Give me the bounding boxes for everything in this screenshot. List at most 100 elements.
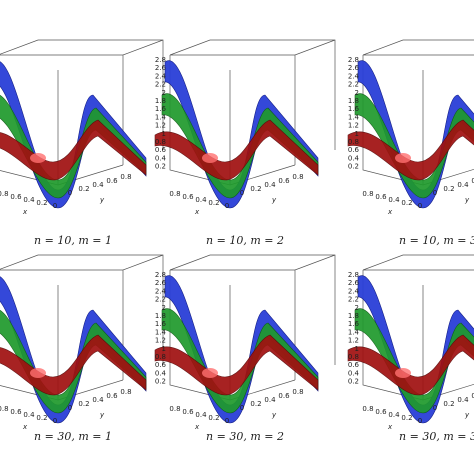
z-tick-label: 0.4 — [348, 369, 360, 377]
highlight — [30, 368, 46, 378]
y-tick-label: 0.4 — [457, 181, 469, 189]
y-axis-label: y — [271, 411, 277, 419]
x-axis-label: x — [387, 423, 393, 431]
panel-caption: n = 30, m = 2 — [206, 430, 284, 443]
x-tick-label: 0.4 — [23, 411, 35, 419]
y-axis-label: y — [99, 411, 105, 419]
highlight — [395, 368, 411, 378]
z-tick-label: 0.8 — [348, 353, 359, 361]
panel-caption: n = 10, m = 1 — [34, 234, 112, 247]
z-tick-label: 1.8 — [155, 312, 166, 320]
z-tick-label: 2.6 — [348, 64, 360, 72]
z-tick-label: 2.4 — [348, 287, 360, 295]
z-tick-label: 1.8 — [348, 97, 359, 105]
panel-caption: n = 30, m = 1 — [34, 430, 112, 443]
z-tick-label: 1.6 — [348, 105, 360, 113]
z-tick-label: 1.6 — [348, 320, 360, 328]
x-tick-label: 0.8 — [169, 405, 180, 413]
z-tick-label: 2.8 — [348, 56, 359, 64]
y-tick-label: 0.2 — [78, 185, 89, 193]
z-tick-label: 1 — [162, 130, 166, 138]
z-tick-label: 2.6 — [155, 279, 167, 287]
z-tick-label: 2.4 — [155, 72, 167, 80]
z-tick-label: 1.2 — [155, 122, 166, 130]
z-tick-label: 0.2 — [348, 163, 359, 171]
x-tick-label: 0.6 — [182, 408, 194, 416]
z-tick-label: 2.2 — [155, 81, 166, 89]
y-tick-label: 0.6 — [278, 392, 290, 400]
y-axis-label: y — [99, 196, 105, 204]
x-axis-label: x — [387, 208, 393, 216]
z-tick-label: 0.6 — [348, 361, 360, 369]
x-tick-label: 0.2 — [401, 414, 412, 422]
z-tick-label: 2.4 — [155, 287, 167, 295]
y-tick-label: 0 — [240, 404, 244, 412]
y-tick-label: 0.2 — [250, 400, 261, 408]
y-tick-label: 0.4 — [92, 181, 104, 189]
panel: 2.82.62.42.221.81.61.41.210.80.60.40.20.… — [347, 39, 474, 216]
x-tick-label: 0.8 — [362, 405, 373, 413]
y-tick-label: 0.2 — [443, 185, 454, 193]
z-tick-label: 0.4 — [155, 369, 167, 377]
z-tick-label: 0.8 — [155, 353, 166, 361]
plot-box — [169, 39, 336, 186]
x-tick-label: 0 — [225, 202, 229, 210]
z-tick-label: 0.6 — [155, 146, 167, 154]
z-tick-label: 2 — [162, 89, 166, 97]
z-tick-label: 0.6 — [155, 361, 167, 369]
x-tick-label: 0.4 — [195, 196, 207, 204]
x-axis-label: x — [194, 208, 200, 216]
x-axis-label: x — [22, 423, 28, 431]
y-tick-label: 0.2 — [250, 185, 261, 193]
y-axis-label: y — [271, 196, 277, 204]
panel-caption: n = 10, m = 2 — [206, 234, 284, 247]
highlight — [395, 153, 411, 163]
x-tick-label: 0.2 — [208, 414, 219, 422]
z-tick-label: 1.8 — [155, 97, 166, 105]
panel: 2.82.62.42.221.81.61.41.210.80.60.40.20.… — [347, 254, 474, 431]
z-tick-label: 0.4 — [155, 154, 167, 162]
x-tick-label: 0.4 — [388, 411, 400, 419]
z-tick-label: 1.4 — [348, 113, 360, 121]
y-tick-label: 0.6 — [471, 392, 474, 400]
z-tick-label: 2 — [355, 89, 359, 97]
x-tick-label: 0.2 — [208, 199, 219, 207]
y-tick-label: 0.2 — [78, 400, 89, 408]
z-tick-label: 2.2 — [155, 296, 166, 304]
y-tick-label: 0 — [433, 189, 437, 197]
highlight — [202, 153, 218, 163]
z-tick-label: 2.4 — [348, 72, 360, 80]
x-tick-label: 0.6 — [182, 193, 194, 201]
z-tick-label: 1.2 — [348, 337, 359, 345]
z-tick-label: 2 — [355, 304, 359, 312]
y-tick-label: 0.4 — [264, 181, 276, 189]
y-tick-label: 0.8 — [120, 173, 131, 181]
y-tick-label: 0.6 — [106, 392, 118, 400]
z-tick-label: 0.2 — [155, 378, 166, 386]
plot-box — [362, 254, 474, 401]
y-tick-label: 0.4 — [457, 396, 469, 404]
z-tick-label: 0.2 — [155, 163, 166, 171]
y-tick-label: 0 — [68, 189, 72, 197]
x-tick-label: 0.6 — [375, 193, 387, 201]
y-tick-label: 0 — [68, 404, 72, 412]
z-tick-label: 1 — [355, 345, 359, 353]
panel-caption: n = 30, m = 3 — [399, 430, 474, 443]
x-tick-label: 0.6 — [10, 193, 22, 201]
z-tick-label: 0.8 — [155, 138, 166, 146]
x-tick-label: 0.8 — [0, 405, 9, 413]
y-axis-label: y — [464, 411, 470, 419]
z-tick-label: 2.6 — [348, 279, 360, 287]
x-tick-label: 0.2 — [36, 414, 47, 422]
z-tick-label: 1 — [355, 130, 359, 138]
x-tick-label: 0.6 — [10, 408, 22, 416]
y-tick-label: 0 — [240, 189, 244, 197]
y-tick-label: 0.2 — [443, 400, 454, 408]
z-tick-label: 2 — [162, 304, 166, 312]
panel-caption: n = 10, m = 3 — [399, 234, 474, 247]
x-tick-label: 0.8 — [169, 190, 180, 198]
x-tick-label: 0 — [53, 417, 57, 425]
z-tick-label: 0.4 — [348, 154, 360, 162]
